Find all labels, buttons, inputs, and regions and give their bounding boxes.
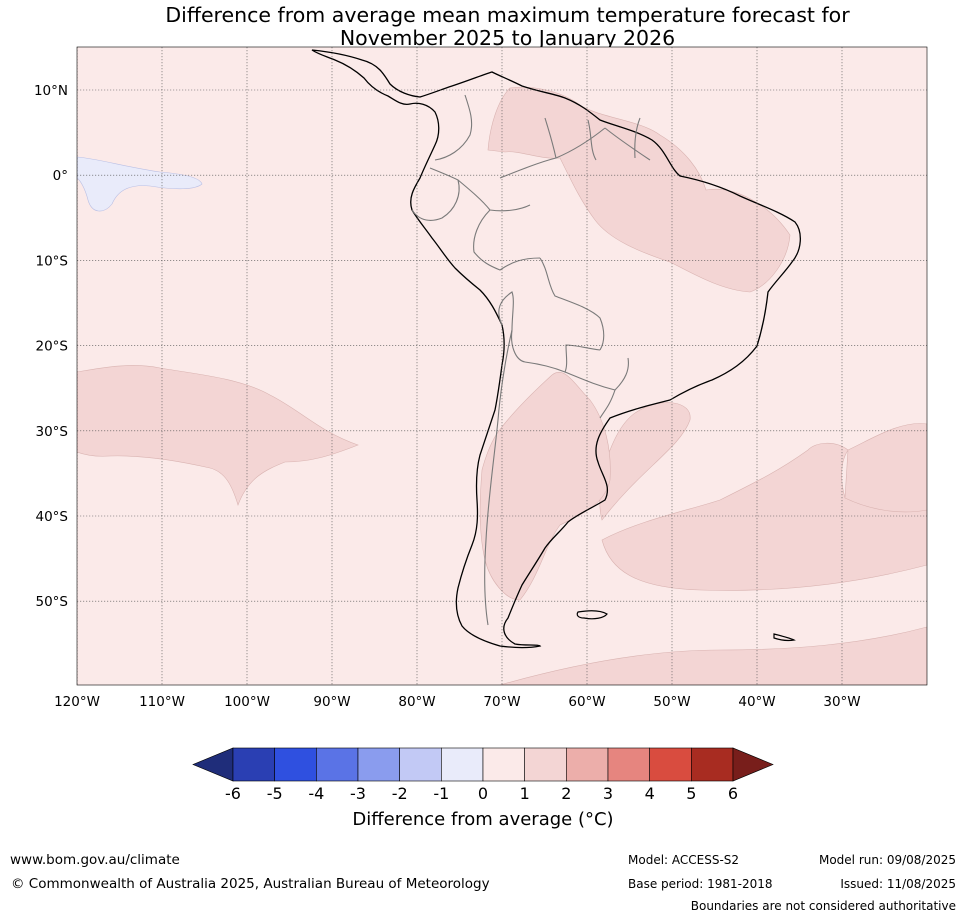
warm-anomaly-region-north-brazil bbox=[487, 86, 791, 293]
base-period: Base period: 1981-2018 bbox=[628, 877, 773, 891]
colorbar-tick-label: 0 bbox=[478, 784, 488, 803]
longitude-label: 40°W bbox=[738, 694, 775, 710]
longitude-label: 30°W bbox=[823, 694, 860, 710]
latitude-labels: 10°N 0° 10°S 20°S 30°S 40°S 50°S bbox=[34, 83, 68, 610]
south-america-coastline bbox=[311, 49, 801, 649]
cool-anomaly-region-east-pacific bbox=[77, 156, 203, 212]
map-frame bbox=[76, 46, 928, 686]
latitude-label: 0° bbox=[53, 168, 68, 184]
colorbar-swatch bbox=[316, 747, 359, 782]
colorbar bbox=[192, 747, 774, 782]
colorbar-swatch bbox=[649, 747, 692, 782]
colorbar-tick-label: -5 bbox=[267, 784, 283, 803]
colorbar-swatch bbox=[691, 747, 734, 782]
colorbar-swatch bbox=[357, 747, 400, 782]
colorbar-swatch bbox=[482, 747, 525, 782]
warm-anomaly-region-east-atlantic bbox=[844, 423, 927, 513]
title-line-1: Difference from average mean maximum tem… bbox=[165, 3, 850, 27]
longitude-label: 120°W bbox=[54, 694, 100, 710]
south-georgia-island bbox=[773, 633, 796, 641]
longitude-label: 70°W bbox=[483, 694, 520, 710]
latitude-label: 10°N bbox=[34, 83, 68, 99]
colorbar-swatch bbox=[524, 747, 567, 782]
latitude-label: 40°S bbox=[36, 509, 69, 525]
model-name: Model: ACCESS-S2 bbox=[628, 853, 740, 867]
longitude-label: 80°W bbox=[398, 694, 435, 710]
title-line-2: November 2025 to January 2026 bbox=[339, 26, 676, 50]
colorbar-swatch bbox=[441, 747, 484, 782]
colorbar-tick-label: -4 bbox=[308, 784, 324, 803]
colorbar-tick-label: -2 bbox=[392, 784, 408, 803]
model-run-date: Model run: 09/08/2025 bbox=[818, 853, 956, 867]
country-borders bbox=[411, 94, 651, 626]
longitude-labels: 120°W 110°W 100°W 90°W 80°W 70°W 60°W 50°W 40°W 3… bbox=[54, 694, 861, 710]
warm-anomaly-region-south-pacific bbox=[77, 365, 359, 506]
map-title: Difference from average mean maximum tem… bbox=[0, 4, 965, 50]
colorbar-tick-label: 3 bbox=[603, 784, 613, 803]
graticule-lines bbox=[77, 47, 927, 685]
colorbar-swatch bbox=[607, 747, 650, 782]
longitude-label: 110°W bbox=[139, 694, 185, 710]
colorbar-label: Difference from average (°C) bbox=[352, 809, 614, 830]
colorbar-tick-label: -3 bbox=[350, 784, 366, 803]
colorbar-tick-label: 5 bbox=[686, 784, 696, 803]
warm-anomaly-region-south-america-south bbox=[479, 372, 611, 601]
colorbar-extension-low bbox=[192, 747, 234, 782]
longitude-label: 90°W bbox=[313, 694, 350, 710]
colorbar-swatch bbox=[399, 747, 442, 782]
colorbar-extension-high bbox=[732, 747, 774, 782]
longitude-label: 50°W bbox=[653, 694, 690, 710]
issued-date: Issued: 11/08/2025 bbox=[840, 877, 956, 891]
colorbar-tick-label: 2 bbox=[561, 784, 571, 803]
colorbar-tick-label: 4 bbox=[645, 784, 655, 803]
falkland-islands bbox=[576, 610, 608, 620]
longitude-label: 100°W bbox=[224, 694, 270, 710]
longitude-label: 60°W bbox=[568, 694, 605, 710]
latitude-label: 50°S bbox=[36, 594, 69, 610]
colorbar-swatch bbox=[274, 747, 317, 782]
colorbar-tick-label: -6 bbox=[225, 784, 241, 803]
warm-anomaly-region-southern-ocean bbox=[499, 626, 927, 685]
colorbar-swatch bbox=[232, 747, 275, 782]
boundaries-disclaimer: Boundaries are not considered authoritat… bbox=[690, 899, 956, 913]
colorbar-swatch bbox=[566, 747, 609, 782]
colorbar-tick-label: 1 bbox=[520, 784, 530, 803]
map-panel bbox=[77, 47, 927, 685]
latitude-label: 10°S bbox=[36, 253, 69, 269]
website-link[interactable]: www.bom.gov.au/climate bbox=[10, 852, 180, 868]
copyright-notice: © Commonwealth of Australia 2025, Austra… bbox=[11, 876, 490, 892]
colorbar-tick-labels: -6 -5 -4 -3 -2 -1 0 1 2 3 4 5 6 bbox=[225, 784, 738, 803]
colorbar-tick-label: 6 bbox=[728, 784, 738, 803]
latitude-label: 20°S bbox=[36, 339, 69, 355]
latitude-label: 30°S bbox=[36, 424, 69, 440]
colorbar-tick-label: -1 bbox=[433, 784, 449, 803]
